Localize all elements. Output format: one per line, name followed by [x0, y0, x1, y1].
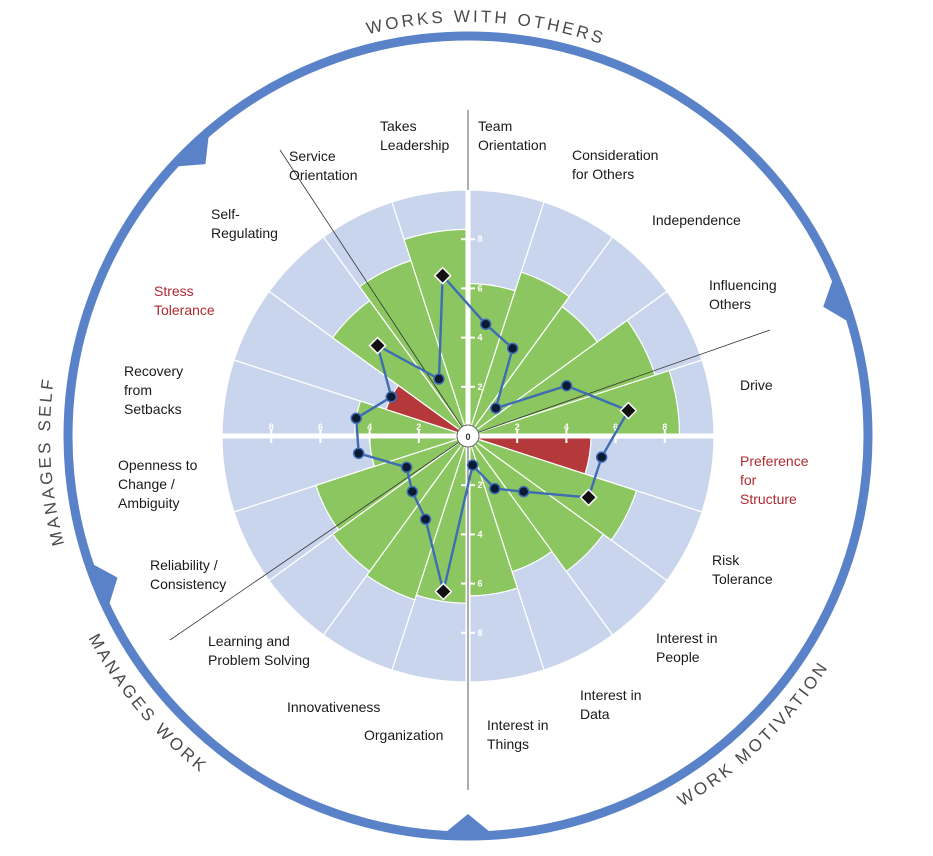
- category-label-risk-tolerance: Risk Tolerance: [712, 552, 773, 587]
- category-label-influencing-others: Influencing Others: [709, 277, 777, 312]
- score-point-reliability-consistency: [400, 461, 413, 474]
- category-label-recovery-from-setbacks: Recovery from Setbacks: [124, 363, 183, 417]
- category-label-openness-to-change-ambiguity: Openness to Change / Ambiguity: [118, 457, 198, 511]
- group-divider: [169, 435, 469, 641]
- tick-label: 4: [477, 529, 482, 539]
- score-point-interest-in-things: [466, 459, 479, 471]
- tick-label: 8: [662, 422, 667, 432]
- category-label-consideration-for-others: Consideration for Others: [572, 147, 658, 182]
- tick-label: 8: [477, 234, 482, 244]
- group-divider: [279, 149, 469, 437]
- category-label-interest-in-data: Interest in Data: [580, 687, 641, 722]
- group-divider: [467, 329, 771, 437]
- score-diamond-self-regulating: [368, 336, 387, 355]
- category-label-interest-in-things: Interest in Things: [487, 717, 548, 752]
- score-point-interest-in-people: [517, 485, 530, 498]
- category-label-drive: Drive: [740, 377, 773, 393]
- tick-label: 6: [318, 422, 323, 432]
- tick-label: 8: [269, 422, 274, 432]
- score-point-interest-in-data: [489, 482, 501, 495]
- category-label-innovativeness: Innovativeness: [287, 699, 380, 715]
- score-point-service-orientation: [433, 373, 445, 385]
- score-point-preference-for-structure: [595, 451, 608, 463]
- bar-reliability-consistency: [315, 435, 469, 531]
- tick-labels: 2 4 6 8 2 4 6 8 2 4 6 8 2 4 6 8: [269, 234, 668, 638]
- tick-label: 2: [515, 422, 520, 432]
- center: 0: [456, 424, 480, 448]
- score-point-recovery-from-setbacks: [350, 412, 362, 425]
- grid-lines: [169, 110, 771, 790]
- tick-label: 6: [477, 579, 482, 589]
- tick-label: 4: [367, 422, 372, 432]
- score-point-independence: [490, 402, 502, 414]
- score-diamond-drive: [619, 401, 638, 420]
- bars: [315, 228, 681, 604]
- bar-consideration-for-others: [467, 271, 571, 437]
- ring-pointer: [85, 560, 118, 613]
- tick-label: 4: [477, 333, 482, 343]
- bar-risk-tolerance: [467, 435, 638, 541]
- category-label-service-orientation: Service Orientation: [289, 148, 357, 183]
- score-points: [350, 266, 638, 601]
- score-point-team-orientation: [479, 318, 492, 330]
- category-labels: Team Orientation Consideration for Others In…: [118, 118, 809, 752]
- ring-pointer: [169, 128, 210, 168]
- score-point-consideration-for-others: [506, 342, 519, 355]
- category-label-reliability-consistency: Reliability / Consistency: [150, 557, 226, 592]
- category-label-organization: Organization: [364, 727, 443, 743]
- bar-learning-and-problem-solving: [331, 435, 469, 573]
- score-diamond-organization: [434, 582, 453, 601]
- group-title-manages-self: MANAGES SELF: [35, 375, 68, 547]
- score-point-stress-tolerance: [385, 391, 398, 403]
- category-label-stress-tolerance: Stress Tolerance: [154, 283, 215, 318]
- tick-label: 2: [416, 422, 421, 432]
- ring-pointer: [439, 814, 497, 838]
- score-point-learning-and-problem-solving: [406, 485, 419, 498]
- score-point-innovativeness: [419, 513, 432, 526]
- category-label-interest-in-people: Interest in People: [656, 630, 717, 665]
- tick-label: 2: [477, 382, 482, 392]
- category-label-self-regulating: Self-Regulating: [211, 206, 278, 241]
- category-label-learning-and-problem-solving: Learning and Problem Solving: [208, 633, 310, 668]
- center-circle: [456, 424, 480, 448]
- category-label-team-orientation: Team Orientation: [478, 118, 546, 153]
- center-label: 0: [465, 432, 470, 442]
- tick-label: 6: [613, 422, 618, 432]
- bar-interest-in-people: [467, 435, 605, 573]
- bar-innovativeness: [365, 435, 469, 601]
- tick-label: 2: [477, 480, 482, 490]
- score-point-openness-to-change-ambiguity: [352, 447, 365, 460]
- tick-label: 6: [477, 283, 482, 293]
- tick-label: 8: [477, 628, 482, 638]
- ring-pointer: [823, 272, 855, 326]
- category-label-independence: Independence: [652, 212, 741, 228]
- group-title-work-motivation: WORK MOTIVATION: [674, 657, 832, 810]
- score-point-influencing-others: [560, 379, 573, 392]
- group-title-manages-work: MANAGES WORK: [85, 631, 212, 778]
- score-diamond-risk-tolerance: [579, 488, 598, 507]
- category-label-preference-for-structure: Preference for Structure: [740, 453, 809, 507]
- category-label-takes-leadership: Takes Leadership: [380, 118, 449, 153]
- score-diamond-takes-leadership: [433, 266, 452, 285]
- tick-label: 4: [564, 422, 569, 432]
